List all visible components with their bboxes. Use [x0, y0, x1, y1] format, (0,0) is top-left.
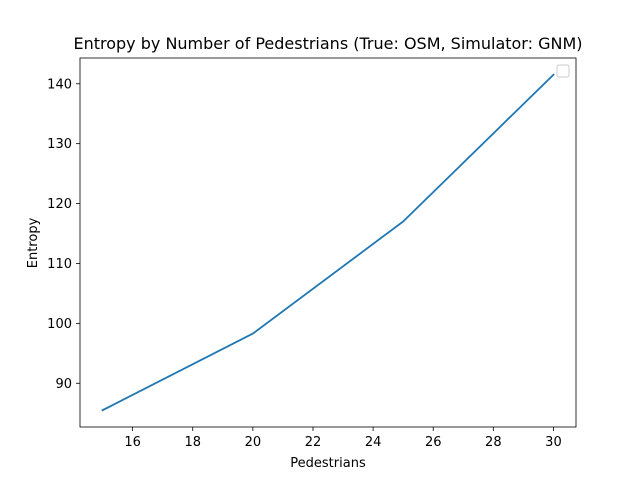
- x-tick-label: 22: [305, 435, 322, 450]
- y-tick-label: 130: [47, 137, 72, 152]
- x-tick-label: 24: [365, 435, 382, 450]
- series-line: [101, 73, 555, 412]
- x-tick-label: 28: [485, 435, 502, 450]
- y-axis-ticks: 90 100 110 120 130 140: [47, 77, 80, 392]
- legend: [556, 64, 570, 78]
- y-tick-label: 100: [47, 317, 72, 332]
- x-axis-ticks: 16 18 20 22 24 26 28 30: [124, 427, 562, 450]
- x-tick-label: 30: [545, 435, 562, 450]
- x-tick-label: 26: [425, 435, 442, 450]
- y-tick-label: 140: [47, 77, 72, 92]
- legend-box: [556, 64, 570, 78]
- plot-area: [80, 58, 576, 427]
- x-axis-label: Pedestrians: [290, 456, 366, 471]
- x-tick-label: 18: [184, 435, 201, 450]
- plot-frame: [79, 57, 577, 428]
- chart-title: Entropy by Number of Pedestrians (True: …: [73, 34, 582, 53]
- y-tick-label: 110: [47, 257, 72, 272]
- x-tick-label: 16: [124, 435, 141, 450]
- y-tick-label: 90: [55, 377, 72, 392]
- x-tick-label: 20: [245, 435, 262, 450]
- series-layer: [101, 73, 555, 412]
- y-tick-label: 120: [47, 197, 72, 212]
- y-axis-label: Entropy: [26, 217, 41, 268]
